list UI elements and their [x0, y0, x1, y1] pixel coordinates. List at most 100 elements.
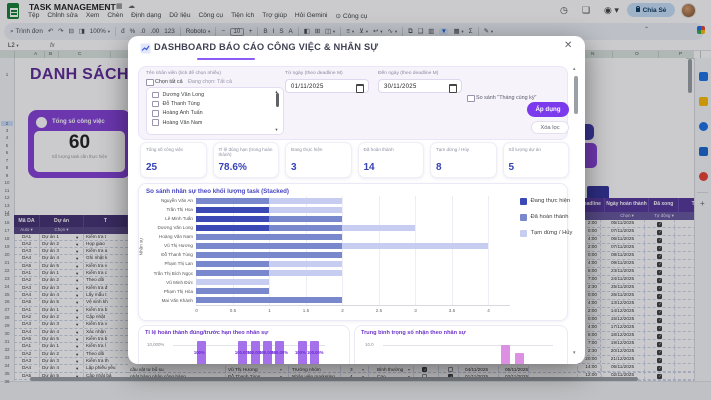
- dropdown-chevron-icon[interactable]: ▾: [76, 365, 84, 372]
- column-letter-B[interactable]: B: [49, 51, 53, 57]
- row-number-18[interactable]: 18: [4, 235, 10, 241]
- version-history-icon[interactable]: ◷: [560, 5, 568, 15]
- dropdown-chevron-icon[interactable]: ▾: [76, 358, 84, 365]
- right-table-filter-row[interactable]: Chọn ▾ Tự động ▾: [577, 211, 711, 220]
- row-number-36[interactable]: 36: [4, 378, 10, 384]
- menu-item-9[interactable]: Hỏi Gemini: [294, 12, 328, 19]
- row-number-3[interactable]: 3: [5, 128, 9, 133]
- deadline-row[interactable]: 2:30 25/11/2025: [577, 284, 711, 292]
- task-row[interactable]: DA5 Dự án 5 ▾ Kiểm tra b: [14, 336, 128, 344]
- bold-icon[interactable]: B: [263, 28, 267, 35]
- row-number-25[interactable]: 25: [4, 291, 10, 297]
- employee-listbox[interactable]: Dương Văn Long Đỗ Thanh Tùng Hoàng Anh Tuấ…: [146, 87, 284, 135]
- task-row[interactable]: DA4 Dự án 4 ▾ Lấy mẫu t: [14, 292, 128, 300]
- deadline-row[interactable]: 2:30 20/12/2025: [577, 348, 711, 356]
- task-row[interactable]: DA3 Dự án 3 ▾ Kiểm tra a: [14, 248, 128, 256]
- row-number-8[interactable]: 8: [5, 165, 9, 171]
- dropdown-chevron-icon[interactable]: ▾: [76, 343, 84, 350]
- done-checkbox[interactable]: [657, 261, 662, 267]
- text-color-icon[interactable]: A: [289, 28, 293, 35]
- dropdown-chevron-icon[interactable]: ▾: [76, 306, 84, 314]
- deadline-row[interactable]: 2:00 05/11/2025: [577, 220, 711, 228]
- filter-icon[interactable]: ▼: [439, 28, 449, 35]
- row-number-22[interactable]: 22: [4, 267, 10, 273]
- vertical-align-icon[interactable]: ⊻ ▾: [359, 28, 368, 35]
- dropdown-chevron-icon[interactable]: ▾: [76, 284, 84, 292]
- dropdown-chevron-icon[interactable]: ▾: [76, 336, 84, 343]
- sheet-horizontal-scrollbar[interactable]: [30, 377, 638, 381]
- row-number-30[interactable]: 30: [4, 331, 10, 337]
- menu-item-3[interactable]: Chèn: [107, 12, 124, 19]
- avatar[interactable]: [681, 3, 696, 18]
- functions-icon[interactable]: Σ: [469, 28, 473, 35]
- cloud-status-icon[interactable]: ☁: [128, 3, 135, 10]
- filter-chip[interactable]: Chọn ▾: [620, 212, 634, 218]
- done-checkbox[interactable]: [657, 373, 662, 379]
- listbox-scroll-up-icon[interactable]: ▲: [274, 88, 279, 94]
- share-button[interactable]: Chia Sẻ: [627, 3, 675, 17]
- merge-cells-icon[interactable]: ◫ ▾: [325, 28, 335, 35]
- done-checkbox[interactable]: [657, 221, 662, 227]
- column-letter-P[interactable]: P: [679, 51, 683, 57]
- row-number-1[interactable]: 1: [5, 72, 9, 77]
- borders-icon[interactable]: ⊞: [315, 28, 320, 35]
- dropdown-chevron-icon[interactable]: ▾: [76, 328, 84, 336]
- menu-item-0[interactable]: Tệp: [28, 12, 40, 19]
- listbox-scroll-down-icon[interactable]: ▼: [274, 127, 279, 132]
- row-number-16[interactable]: 16: [4, 219, 10, 225]
- dropdown-chevron-icon[interactable]: ▾: [76, 255, 84, 262]
- undo-icon[interactable]: ↶: [48, 28, 53, 35]
- collapse-toolbar-icon[interactable]: ⌃: [644, 27, 650, 33]
- left-table-filter-row[interactable]: Auto ▾ Chọn ▾: [14, 226, 128, 234]
- deadline-row[interactable]: 14:00 05/11/2025: [577, 364, 711, 372]
- row-number-29[interactable]: 29: [4, 323, 10, 329]
- number-format-icon[interactable]: 123: [164, 28, 175, 35]
- menu-item-5[interactable]: Dữ liệu: [169, 12, 191, 19]
- to-date-input[interactable]: 30/11/2025: [378, 79, 462, 93]
- modal-scroll-up-icon[interactable]: ▲: [572, 66, 577, 71]
- text-wrap-icon[interactable]: ↩ ▾: [373, 28, 383, 35]
- task-row[interactable]: DA3 Dự án 3 ▾ Kiểm tra v: [14, 321, 128, 329]
- paint-format-icon[interactable]: ◨: [79, 28, 85, 35]
- task-row[interactable]: DA2 Dự án 2 ▾ Theo dõi: [14, 277, 128, 285]
- done-checkbox[interactable]: [657, 357, 662, 363]
- dropdown-chevron-icon[interactable]: ▾: [76, 314, 84, 321]
- row-number-33[interactable]: 33: [4, 355, 10, 361]
- text-rotate-icon[interactable]: ∿ ▾: [388, 28, 398, 35]
- task-row[interactable]: DA3 Dự án 3 ▾ Kiểm tra đ: [14, 284, 128, 293]
- task-row[interactable]: DA2 Dự án 2 ▾ Theo dõi: [14, 350, 128, 359]
- employee-checkbox[interactable]: [152, 119, 159, 126]
- menu-item-2[interactable]: Xem: [85, 12, 100, 19]
- link-icon[interactable]: ⧉: [408, 28, 413, 36]
- filter-chip[interactable]: Tự động ▾: [654, 212, 674, 218]
- row-number-7[interactable]: 7: [5, 157, 9, 163]
- font-size-increase-icon[interactable]: +: [249, 28, 253, 35]
- dropdown-chevron-icon[interactable]: ▾: [76, 233, 84, 240]
- done-checkbox[interactable]: [657, 285, 662, 291]
- listbox-scrollbar[interactable]: [275, 93, 279, 107]
- task-row[interactable]: DA4 Dự án 4 ▾ Lập phiếu yêu: [14, 365, 128, 373]
- select-all-label[interactable]: Chọn tất cả: [155, 78, 183, 85]
- meet-icon[interactable]: ◉ ▾: [604, 5, 619, 15]
- filter-views-icon[interactable]: ▦ ▾: [453, 28, 463, 35]
- done-checkbox[interactable]: [657, 365, 662, 371]
- sheets-logo-icon[interactable]: [7, 3, 19, 19]
- menu-item-4[interactable]: Định dạng: [131, 12, 162, 19]
- comment-icon[interactable]: ❑: [418, 28, 424, 35]
- done-checkbox[interactable]: [657, 253, 662, 259]
- done-checkbox[interactable]: [657, 301, 662, 307]
- modal-scrollbar[interactable]: [574, 76, 578, 114]
- done-checkbox[interactable]: [657, 245, 662, 251]
- name-box[interactable]: L2 ▾: [8, 42, 19, 49]
- percent-icon[interactable]: %: [130, 28, 136, 35]
- task-row[interactable]: DA1 Dự án 1 ▾ Kiểm tra c: [14, 270, 128, 278]
- row-number-5[interactable]: 5: [5, 142, 9, 148]
- comment-icon[interactable]: ❑: [582, 5, 591, 15]
- employee-option[interactable]: Hoàng Văn Nam: [152, 119, 202, 126]
- dropdown-chevron-icon[interactable]: ▾: [76, 350, 84, 358]
- row-number-19[interactable]: 19: [4, 243, 10, 249]
- deadline-row[interactable]: 6:00 18/12/2025: [577, 332, 711, 340]
- done-checkbox[interactable]: [657, 309, 662, 315]
- done-checkbox[interactable]: [657, 349, 662, 355]
- employee-option[interactable]: Đỗ Thanh Tùng: [152, 100, 200, 108]
